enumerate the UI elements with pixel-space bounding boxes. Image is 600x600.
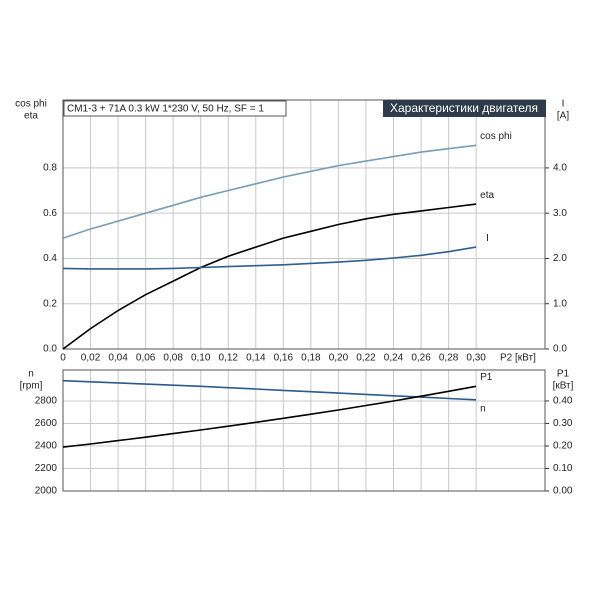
series-label: cos phi	[480, 131, 512, 142]
y-axis-label: n	[28, 369, 34, 380]
series-label: I	[486, 233, 489, 244]
title-box	[383, 100, 546, 117]
y-tick-label: 0.8	[43, 163, 57, 174]
x-tick-label: 0,02	[81, 353, 101, 364]
y-tick-label: 2000	[35, 486, 58, 497]
y2-tick-label: 0.20	[553, 441, 573, 452]
y-axis-label: cos phi	[15, 99, 47, 110]
x-tick-label: 0,22	[356, 353, 376, 364]
x-tick-label: 0,28	[439, 353, 459, 364]
y-axis-label: eta	[24, 111, 38, 122]
y-tick-label: 2200	[35, 463, 58, 474]
series-label: P1	[480, 372, 493, 383]
series-line	[62, 385, 477, 448]
plot-frame	[62, 99, 546, 350]
y2-axis-label: P1	[557, 369, 570, 380]
header-box	[63, 100, 287, 117]
series-label: n	[480, 403, 486, 414]
y2-tick-label: 0.40	[553, 396, 573, 407]
y2-tick-label: 1.0	[553, 298, 567, 309]
x-tick-label: 0	[60, 353, 66, 364]
x-tick-label: 0,24	[384, 353, 404, 364]
x-tick-label: 0,16	[274, 353, 294, 364]
y-tick-label: 2400	[35, 441, 58, 452]
x-tick-label: 0,04	[108, 353, 128, 364]
y2-tick-label: 4.0	[553, 163, 567, 174]
x-tick-label: 0,14	[246, 353, 266, 364]
x-tick-label: 0,18	[301, 353, 321, 364]
x-tick-label: 0,30	[466, 353, 486, 364]
y2-axis-label: I	[562, 99, 565, 110]
x-tick-label: 0,10	[191, 353, 211, 364]
y-tick-label: 2600	[35, 418, 58, 429]
series-line	[62, 144, 477, 239]
x-axis-label: P2 [кВт]	[500, 353, 536, 364]
y-tick-label: 0.0	[43, 344, 57, 355]
x-tick-label: 0,20	[329, 353, 349, 364]
y2-tick-label: 0.30	[553, 418, 573, 429]
series-line	[62, 203, 477, 350]
header: CM1-3 + 71A 0.3 kW 1*230 V, 50 Hz, SF = …	[67, 104, 264, 115]
y2-tick-label: 0.0	[553, 344, 567, 355]
x-tick-label: 0,12	[219, 353, 239, 364]
y-tick-label: 0.4	[43, 253, 57, 264]
series-line	[62, 246, 477, 270]
x-tick-label: 0,08	[163, 353, 183, 364]
y2-tick-label: 0.00	[553, 486, 573, 497]
x-tick-label: 0,26	[411, 353, 431, 364]
y2-tick-label: 0.10	[553, 463, 573, 474]
y-tick-label: 2800	[35, 396, 58, 407]
y-tick-label: 0.6	[43, 208, 57, 219]
series-label: eta	[480, 190, 494, 201]
plot-frame	[62, 369, 546, 492]
y-axis-label: [rpm]	[20, 381, 43, 392]
y2-tick-label: 2.0	[553, 253, 567, 264]
y-tick-label: 0.2	[43, 298, 57, 309]
y2-axis-label: [кВт]	[553, 381, 574, 392]
series-line	[62, 379, 477, 401]
x-tick-label: 0,06	[136, 353, 156, 364]
y2-axis-label: [A]	[557, 111, 569, 122]
y2-tick-label: 3.0	[553, 208, 567, 219]
chart-title: Характеристики двигателя	[390, 101, 538, 115]
